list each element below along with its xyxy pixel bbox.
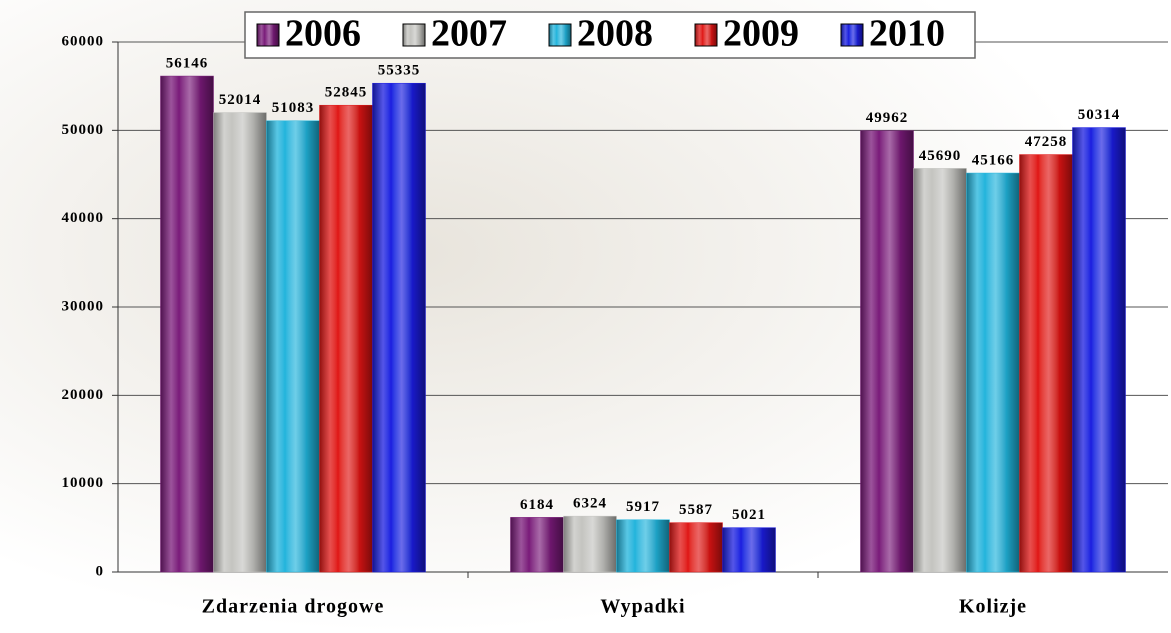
bar (266, 120, 320, 573)
bar (1072, 127, 1126, 573)
y-tick-label: 20000 (62, 387, 105, 403)
value-label: 52014 (219, 92, 262, 108)
value-label: 55335 (378, 63, 421, 79)
legend-swatch (402, 23, 426, 47)
bar (319, 104, 373, 573)
value-label: 6184 (520, 497, 554, 513)
value-label: 56146 (166, 55, 209, 71)
value-label: 52845 (325, 85, 368, 101)
value-label: 51083 (272, 100, 315, 116)
bar (160, 75, 214, 573)
value-label: 50314 (1078, 107, 1121, 123)
legend-swatch (694, 23, 718, 47)
bar (616, 519, 670, 573)
y-tick-label: 50000 (62, 122, 105, 138)
value-label: 5917 (626, 499, 660, 515)
bar (510, 517, 564, 573)
legend-label: 2010 (869, 13, 945, 55)
value-label: 49962 (866, 110, 909, 126)
bar (1019, 154, 1073, 573)
legend-label: 2006 (285, 13, 361, 55)
x-tick-label: Wypadki (600, 596, 685, 618)
bar (966, 172, 1020, 573)
x-tick-label: Zdarzenia drogowe (202, 596, 385, 618)
bar (213, 112, 267, 573)
value-label: 45166 (972, 152, 1015, 168)
legend-label: 2007 (431, 13, 507, 55)
legend-label: 2009 (723, 13, 799, 55)
value-label: 5021 (732, 507, 766, 523)
x-tick-label: Kolizje (959, 596, 1027, 618)
value-label: 45690 (919, 148, 962, 164)
bar (563, 515, 617, 573)
y-tick-label: 0 (96, 563, 105, 579)
value-label: 6324 (573, 496, 607, 512)
legend-swatch (840, 23, 864, 47)
legend-swatch (548, 23, 572, 47)
bar (860, 130, 914, 573)
bar (722, 527, 776, 573)
y-tick-label: 40000 (62, 210, 105, 226)
bar (913, 168, 967, 573)
legend-swatch (256, 23, 280, 47)
y-tick-label: 30000 (62, 298, 105, 314)
value-label: 5587 (679, 502, 713, 518)
y-tick-label: 10000 (62, 475, 105, 491)
bar (669, 522, 723, 573)
bar (372, 82, 426, 573)
legend-label: 2008 (577, 13, 653, 55)
y-tick-label: 60000 (62, 33, 105, 49)
value-label: 47258 (1025, 134, 1068, 150)
